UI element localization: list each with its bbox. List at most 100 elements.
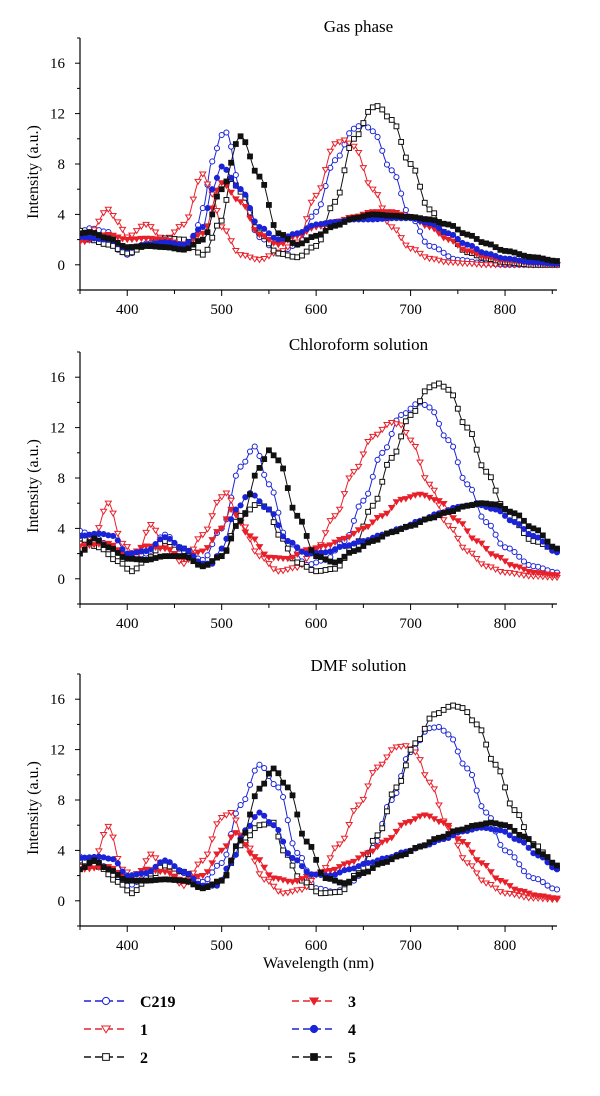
- data-point: [331, 157, 339, 164]
- data-point: [459, 760, 466, 767]
- data-point: [274, 568, 283, 575]
- data-point: [110, 876, 116, 883]
- data-point: [554, 258, 560, 264]
- data-point: [194, 861, 202, 868]
- data-point: [454, 748, 461, 755]
- data-point: [114, 872, 121, 878]
- data-point: [280, 232, 286, 238]
- data-point: [124, 250, 131, 257]
- data-point: [332, 877, 338, 884]
- data-point: [379, 533, 386, 540]
- data-point: [388, 117, 395, 123]
- data-point: [85, 866, 94, 873]
- data-point: [214, 222, 220, 229]
- data-point: [165, 870, 174, 877]
- data-point: [436, 219, 442, 225]
- data-point: [529, 569, 538, 577]
- data-point: [483, 500, 490, 507]
- data-point: [369, 502, 376, 509]
- chart-panel-1: Gas phase 0 4 8 12 16 400 500 600 700 800 Intensity…: [25, 17, 561, 318]
- data-point: [383, 209, 391, 216]
- data-point: [506, 509, 513, 515]
- data-point: [435, 225, 442, 232]
- data-point: [421, 216, 428, 222]
- data-point: [335, 841, 344, 848]
- data-point: [477, 877, 486, 884]
- data-point: [458, 838, 467, 846]
- data-point: [421, 199, 428, 206]
- data-point: [464, 709, 471, 716]
- data-point: [151, 527, 160, 534]
- data-point: [402, 523, 409, 530]
- data-point: [133, 871, 140, 878]
- data-point: [502, 822, 508, 829]
- data-point: [412, 167, 419, 174]
- data-point: [336, 869, 343, 876]
- data-point: [506, 823, 513, 830]
- data-point: [468, 535, 476, 542]
- data-point: [223, 548, 230, 554]
- data-point: [266, 770, 272, 777]
- data-point: [459, 826, 466, 833]
- data-point: [119, 554, 126, 560]
- data-point: [440, 510, 447, 516]
- data-point: [241, 524, 250, 531]
- data-point: [379, 106, 386, 113]
- data-point: [326, 855, 335, 862]
- data-point: [544, 543, 551, 550]
- data-point: [407, 848, 414, 854]
- data-point: [516, 553, 523, 560]
- data-point: [251, 167, 258, 174]
- data-point: [402, 207, 409, 214]
- data-point: [208, 860, 217, 867]
- data-point: [105, 235, 112, 242]
- data-point: [384, 808, 390, 815]
- data-point: [217, 847, 226, 855]
- data-point: [421, 401, 428, 408]
- data-point: [251, 443, 258, 450]
- data-point: [105, 241, 112, 248]
- data-point: [246, 850, 254, 857]
- data-point: [204, 205, 211, 212]
- data-point: [209, 234, 216, 241]
- data-point: [227, 834, 236, 841]
- legend-label: 1: [140, 1022, 148, 1039]
- data-point: [521, 833, 527, 840]
- data-point: [354, 463, 363, 471]
- data-point: [280, 251, 286, 257]
- data-point: [146, 235, 155, 243]
- data-point: [332, 559, 338, 566]
- data-point: [237, 517, 244, 524]
- data-point: [260, 864, 269, 872]
- data-point: [354, 802, 363, 809]
- data-point: [256, 809, 263, 816]
- data-point: [294, 857, 301, 864]
- data-point: [138, 243, 145, 249]
- data-point: [449, 259, 458, 267]
- data-point: [505, 883, 514, 890]
- data-point: [302, 547, 311, 554]
- x-tick-label: 400: [116, 938, 139, 954]
- data-point: [302, 216, 311, 223]
- data-point: [114, 558, 121, 565]
- data-point: [241, 252, 250, 260]
- data-point: [294, 849, 301, 856]
- data-point: [303, 879, 310, 886]
- data-point: [198, 873, 207, 880]
- data-point: [152, 555, 159, 561]
- data-point: [387, 835, 396, 842]
- data-point: [261, 456, 268, 463]
- data-point: [426, 839, 433, 846]
- data-point: [469, 717, 475, 724]
- x-tick-label: 700: [399, 938, 422, 954]
- data-point: [218, 217, 225, 224]
- data-point: [368, 186, 377, 193]
- data-point: [511, 510, 518, 517]
- data-point: [289, 854, 296, 862]
- data-point: [316, 543, 325, 551]
- data-point: [217, 815, 226, 822]
- data-point: [327, 875, 334, 882]
- data-point: [147, 243, 154, 249]
- data-point: [368, 433, 377, 441]
- data-point: [346, 866, 353, 873]
